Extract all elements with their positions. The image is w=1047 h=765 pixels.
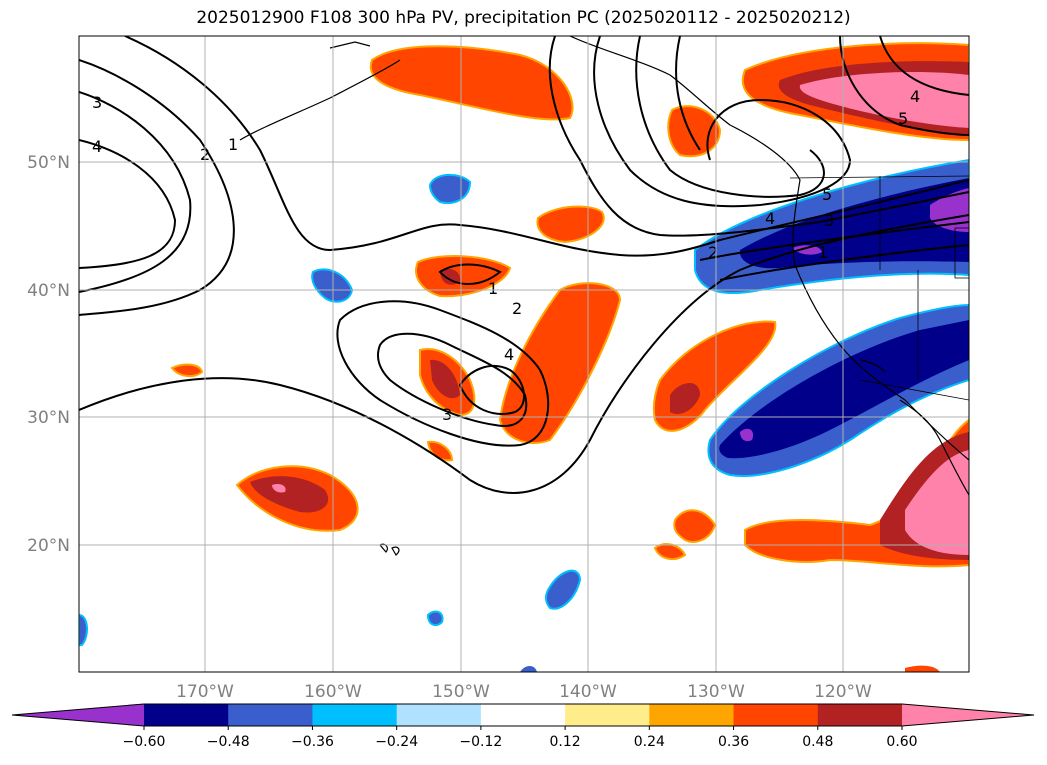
colorbar-segment (228, 704, 313, 726)
gridlines (79, 36, 969, 672)
lat-label: 50°N (27, 153, 70, 173)
lat-label: 40°N (27, 281, 70, 301)
coastlines (239, 36, 969, 556)
lon-label: 150°W (432, 682, 490, 702)
precip-negative-areas (79, 158, 969, 672)
lon-label: 130°W (687, 682, 745, 702)
map-title: 2025012900 F108 300 hPa PV, precipitatio… (196, 8, 851, 28)
colorbar-tick-label: −0.36 (291, 734, 334, 750)
contour-label: 3 (92, 93, 102, 112)
contour-label: 4 (504, 345, 514, 364)
lat-label: 20°N (27, 536, 70, 556)
colorbar-tick-label: −0.60 (123, 734, 166, 750)
pv-contours (79, 36, 969, 494)
colorbar-segment (144, 704, 229, 726)
lon-label: 170°W (176, 682, 234, 702)
latitude-labels: 50°N 40°N 30°N 20°N (27, 153, 70, 556)
colorbar-extend-high (902, 704, 1034, 726)
colorbar-segment (565, 704, 650, 726)
colorbar-segment (480, 704, 566, 726)
colorbar-segment (396, 704, 482, 726)
contour-label: 5 (822, 185, 832, 204)
contour-label: 3 (824, 211, 834, 230)
lon-label: 120°W (814, 682, 872, 702)
contour-label: 2 (512, 299, 522, 318)
map-frame (78, 35, 970, 673)
lat-label: 30°N (27, 408, 70, 428)
colorbar-segment (817, 704, 903, 726)
colorbar: −0.60 −0.48 −0.36 −0.24 −0.12 0.12 0.24 0.36 0.4… (11, 703, 1035, 750)
colorbar-segment (733, 704, 819, 726)
colorbar-tick-label: 0.48 (802, 734, 833, 750)
colorbar-tick-label: −0.12 (459, 734, 502, 750)
colorbar-tick-label: 0.24 (634, 734, 665, 750)
longitude-labels: 170°W 160°W 150°W 140°W 130°W 120°W (176, 682, 872, 702)
contour-label: 1 (488, 279, 498, 298)
colorbar-segment (649, 704, 735, 726)
colorbar-tick-label: 0.60 (886, 734, 917, 750)
colorbar-tick-label: −0.24 (375, 734, 418, 750)
colorbar-extend-low (12, 704, 144, 726)
contour-label: 4 (765, 209, 775, 228)
contour-label: 3 (442, 405, 452, 424)
contour-label: 5 (898, 109, 908, 128)
contour-label: 1 (818, 243, 828, 262)
colorbar-tick-label: 0.36 (718, 734, 749, 750)
contour-label: 1 (228, 135, 238, 154)
contour-label: 2 (708, 243, 718, 262)
contour-label: 4 (910, 87, 920, 106)
contour-label: 4 (92, 137, 102, 156)
lon-label: 160°W (304, 682, 362, 702)
lon-label: 140°W (559, 682, 617, 702)
colorbar-segment (312, 704, 398, 726)
colorbar-tick-label: 0.12 (550, 734, 581, 750)
colorbar-tick-label: −0.48 (207, 734, 250, 750)
